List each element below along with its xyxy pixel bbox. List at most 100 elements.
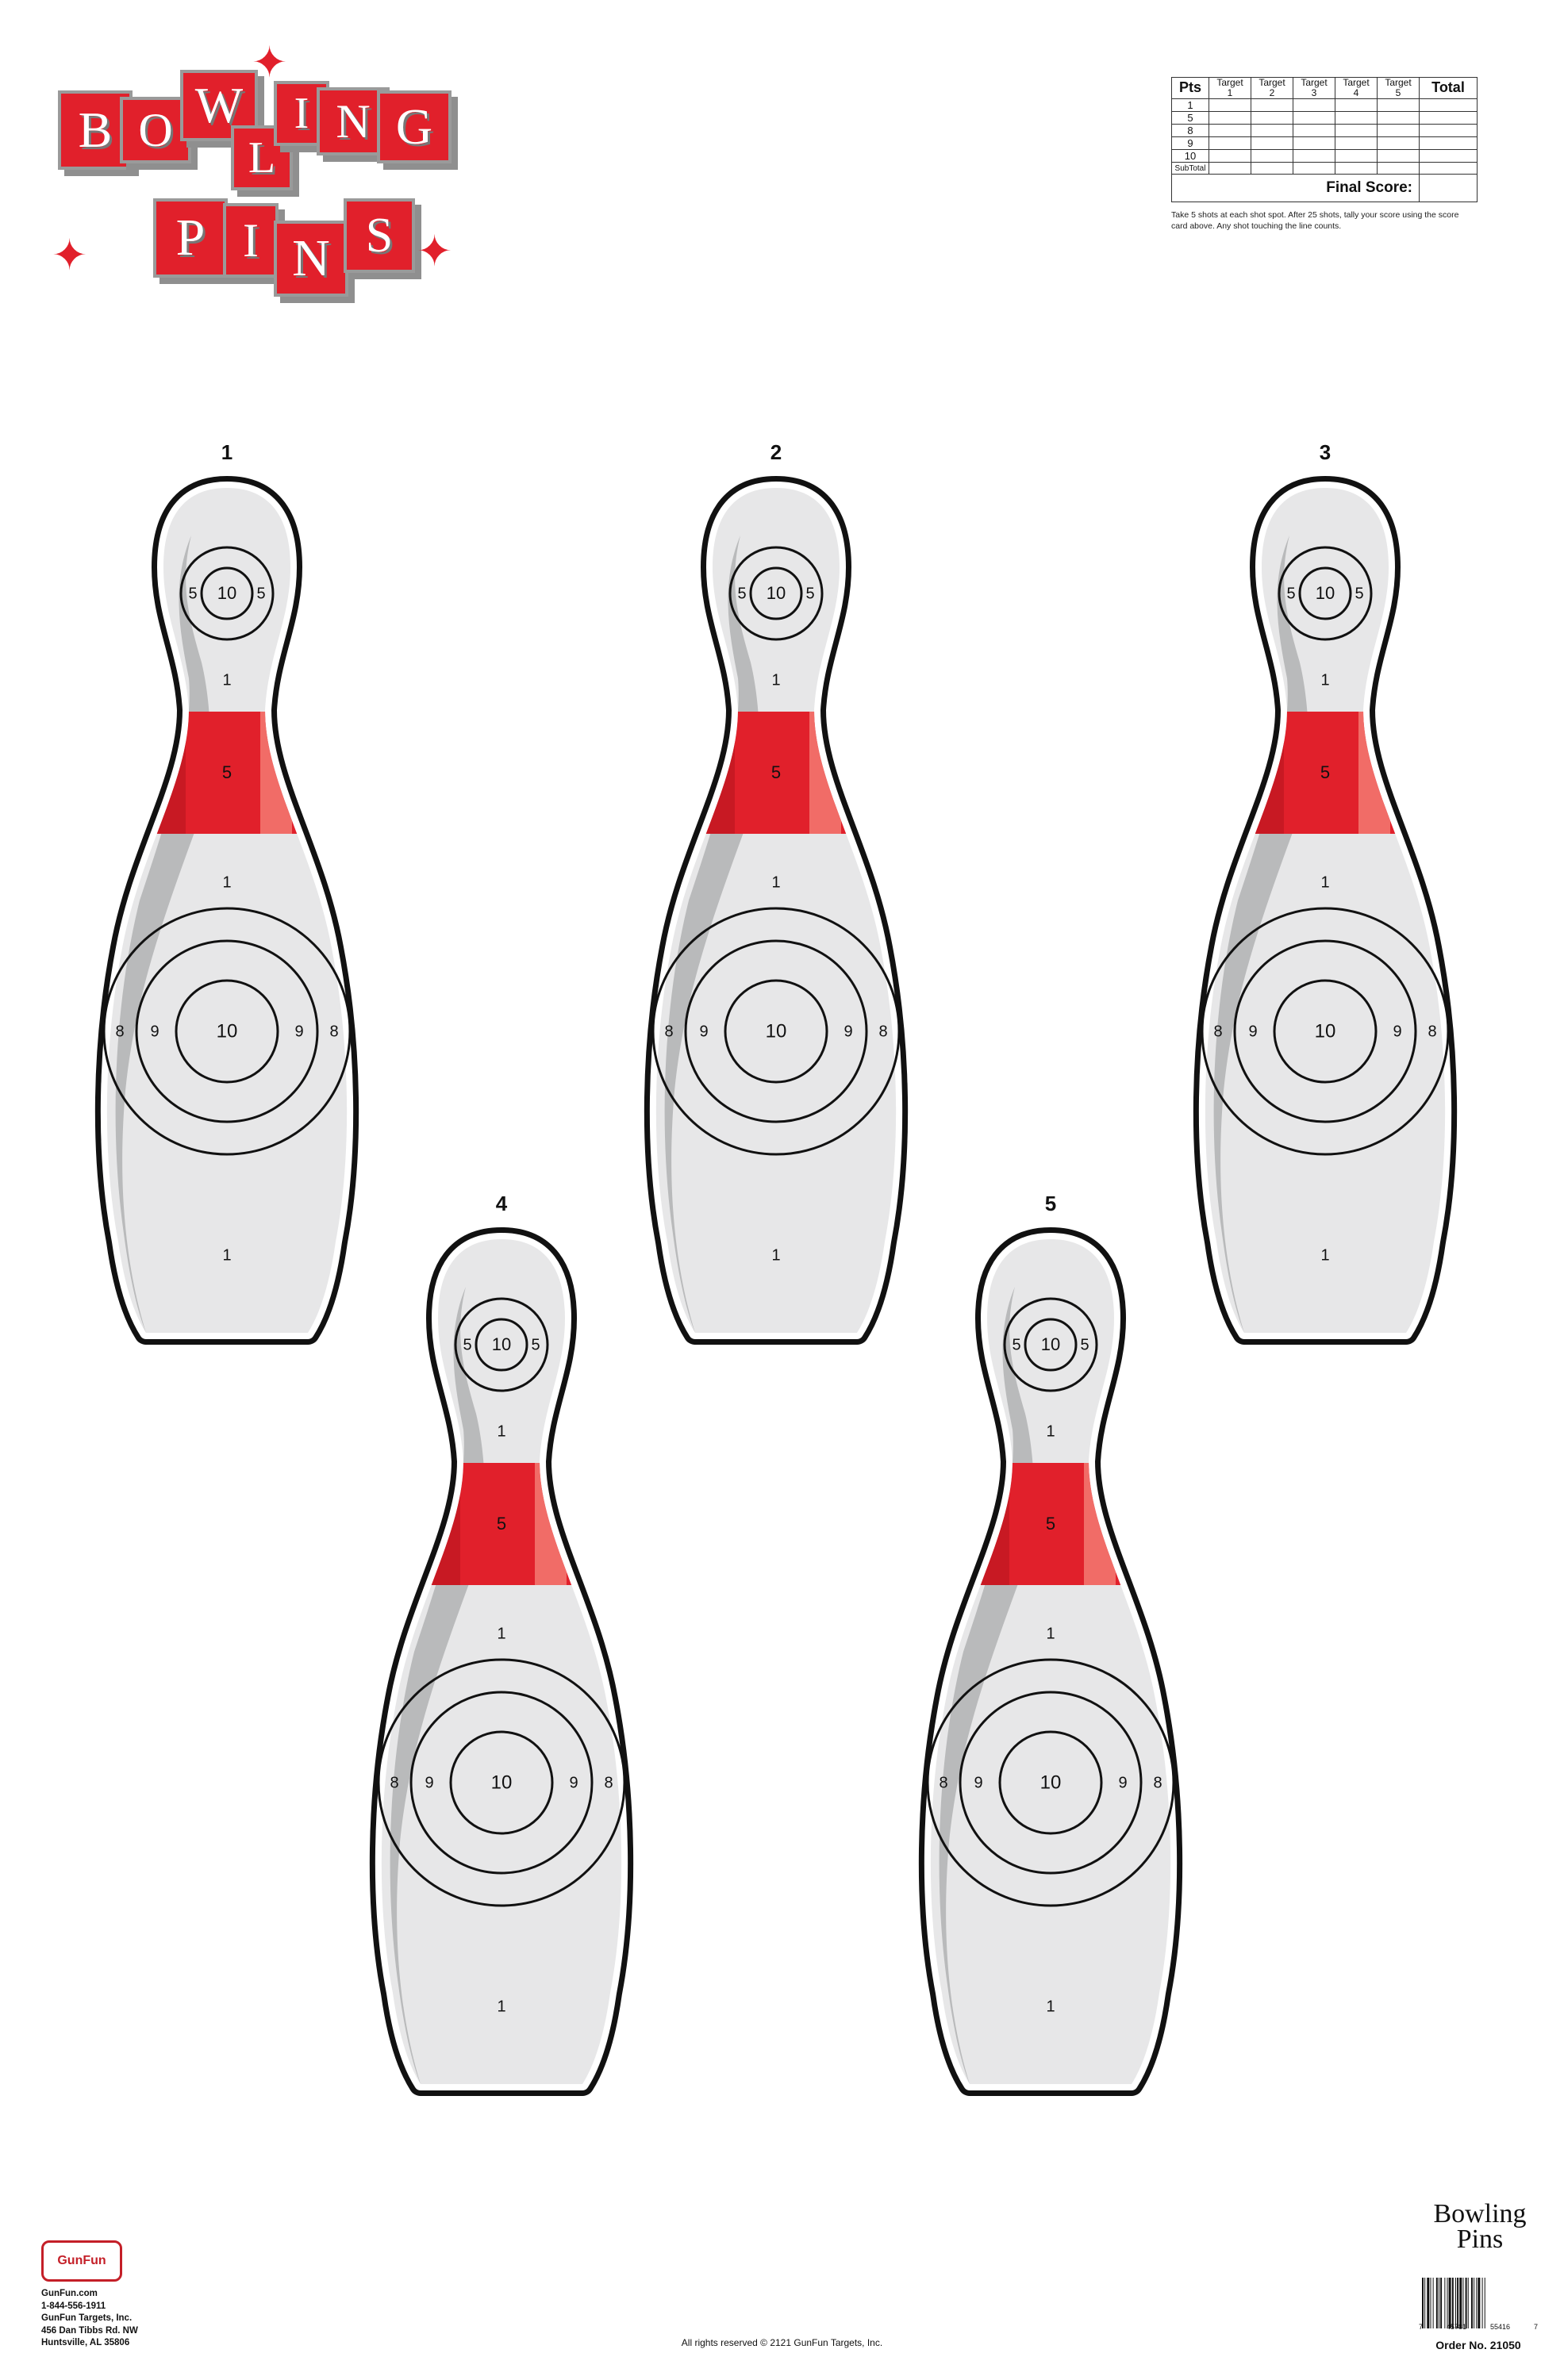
score-cell: [1209, 149, 1251, 163]
score-cell: [1335, 149, 1378, 163]
order-number: Order No. 21050: [1435, 2339, 1521, 2351]
head-score-10: 10: [1316, 583, 1335, 603]
score-cell: [1377, 136, 1420, 151]
head-score-10: 10: [1041, 1334, 1060, 1354]
head-score-10: 10: [217, 583, 236, 603]
head-ring-outer: [728, 546, 824, 641]
base-score-1: 1: [1046, 1998, 1055, 2015]
logo-letter-tile: N: [274, 221, 348, 297]
score-row: 10: [1171, 149, 1478, 163]
body-score-8-right: 8: [1153, 1774, 1162, 1791]
barcode-bar: [1448, 2278, 1451, 2328]
base-score-1: 1: [497, 1998, 505, 2015]
score-cell: [1209, 98, 1251, 113]
score-cell: [1293, 149, 1335, 163]
head-ring-inner: [475, 1318, 528, 1372]
barcode-bar: [1422, 2278, 1424, 2328]
barcode-bar: [1462, 2278, 1464, 2328]
score-cell: [1293, 98, 1335, 113]
target-4-header: Target 4: [1335, 76, 1378, 100]
body-ring-8: [651, 907, 901, 1156]
gunfun-logo: GunFun: [41, 2240, 122, 2282]
head-ring-outer: [1278, 546, 1373, 641]
neck-score-1: 1: [497, 1422, 505, 1440]
score-header-row: Pts Target 1 Target 2 Target 3 Target 4 …: [1171, 76, 1478, 100]
body-ring-9: [684, 939, 868, 1123]
barcode-bar: [1432, 2278, 1434, 2328]
base-score-1: 1: [222, 1246, 231, 1264]
barcode-bar: [1465, 2278, 1467, 2328]
product-title-line2: Pins: [1456, 2225, 1504, 2255]
head-score-5-right: 5: [531, 1336, 540, 1353]
barcode-bar: [1440, 2278, 1443, 2328]
bowling-pin: 10 5 5 1 5 1 10 9 9 8 8 1: [644, 476, 909, 1345]
body-ring-8: [926, 1658, 1175, 1907]
body-score-10: 10: [217, 1020, 238, 1042]
neck-score-1: 1: [771, 671, 780, 689]
logo-letter-tile: O: [120, 97, 191, 163]
bowling-pin: 10 5 5 1 5 1 10 9 9 8 8 1: [918, 1227, 1183, 2096]
band-score-5: 5: [497, 1514, 506, 1534]
score-row: 5: [1171, 111, 1478, 125]
pin-body: [1205, 488, 1446, 1333]
score-cell: [1209, 162, 1251, 175]
pts-header: Pts: [1171, 76, 1209, 100]
barcode-bar: [1459, 2278, 1462, 2328]
base-score-1: 1: [771, 1246, 780, 1264]
head-ring-inner: [749, 566, 803, 620]
score-cell: [1293, 162, 1335, 175]
score-cell: [1251, 98, 1293, 113]
score-body: 1 5 8 9 10 SubTotal: [1171, 98, 1478, 175]
head-score-5-left: 5: [188, 585, 197, 602]
barcode: [1422, 2278, 1485, 2328]
body-score-9-left: 9: [425, 1774, 433, 1791]
target-5-header: Target 5: [1377, 76, 1420, 100]
pin-body: [106, 488, 348, 1333]
head-score-5-right: 5: [1355, 585, 1363, 602]
copyright-text: All rights reserved © 2121 GunFun Target…: [681, 2337, 883, 2348]
head-ring-outer: [179, 546, 275, 641]
final-score-row: Final Score:: [1171, 174, 1478, 203]
bowling-pin: 10 5 5 1 5 1 10 9 9 8 8 1: [369, 1227, 634, 2096]
logo-letter-tile: S: [344, 198, 415, 273]
bowling-pins-logo: B O W L I N G P I N S ✦ ✦ ✦: [44, 40, 520, 309]
shoulder-score-1: 1: [1320, 873, 1329, 891]
final-score-label: Final Score:: [1171, 174, 1420, 203]
body-ring-10: [175, 979, 279, 1084]
score-cell: [1209, 136, 1251, 151]
barcode-bar: [1476, 2278, 1478, 2328]
body-score-8-left: 8: [390, 1774, 398, 1791]
head-ring-inner: [1298, 566, 1352, 620]
body-score-8-right: 8: [604, 1774, 613, 1791]
body-score-9-right: 9: [569, 1774, 578, 1791]
score-cell: [1419, 111, 1478, 125]
target-number: 1: [221, 440, 233, 464]
body-ring-8: [377, 1658, 626, 1907]
score-row-label: 10: [1171, 149, 1209, 163]
band-score-5: 5: [1046, 1514, 1055, 1534]
bowling-pin-target-2: 2 10 5 5 1 5 1 10 9 9 8 8 1: [601, 440, 951, 1503]
barcode-bar: [1457, 2278, 1459, 2328]
body-score-9-right: 9: [843, 1023, 852, 1040]
pin-body: [655, 488, 897, 1333]
neck-score-1: 1: [1046, 1422, 1055, 1440]
band-score-5: 5: [222, 762, 232, 782]
score-cell: [1209, 111, 1251, 125]
body-score-9-right: 9: [294, 1023, 303, 1040]
neck-score-1: 1: [222, 671, 231, 689]
head-score-5-left: 5: [463, 1336, 471, 1353]
head-score-5-right: 5: [256, 585, 265, 602]
company-street: 456 Dan Tibbs Rd. NW: [41, 2325, 138, 2336]
score-cell: [1335, 111, 1378, 125]
pin-body: [930, 1239, 1171, 2084]
shoulder-score-1: 1: [497, 1625, 505, 1642]
final-score-cell: [1419, 174, 1478, 203]
barcode-bar: [1444, 2278, 1446, 2328]
product-title: Bowling Pins: [1412, 2200, 1547, 2255]
head-ring-outer: [1003, 1297, 1098, 1392]
body-score-8-left: 8: [939, 1774, 947, 1791]
score-card: Pts Target 1 Target 2 Target 3 Target 4 …: [1171, 76, 1478, 232]
score-cell: [1335, 98, 1378, 113]
score-row-label: 9: [1171, 136, 1209, 151]
target-1-header: Target 1: [1209, 76, 1251, 100]
